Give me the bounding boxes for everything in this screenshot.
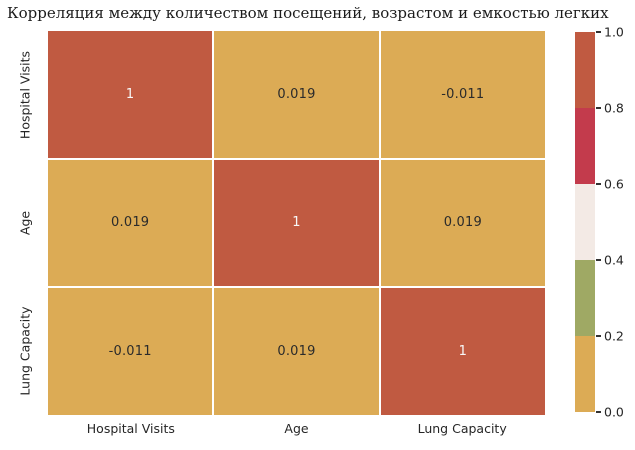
colorbar-segment	[575, 260, 595, 336]
colorbar-tick-mark	[596, 259, 601, 261]
colorbar	[575, 32, 595, 412]
cell-value: -0.011	[441, 86, 485, 102]
colorbar-tick-mark	[596, 183, 601, 185]
heatmap-cell: 0.019	[214, 288, 379, 415]
y-axis-label: Age	[17, 210, 33, 236]
heatmap-cell: 0.019	[380, 159, 545, 287]
colorbar-tick-mark	[596, 31, 601, 33]
x-axis-label: Age	[284, 421, 309, 436]
heatmap-cell: 1	[380, 288, 545, 415]
y-axis-label: Lung Capacity	[17, 306, 33, 396]
chart-title: Корреляция между количеством посещений, …	[7, 4, 609, 22]
colorbar-tick-label: 0.0	[604, 404, 624, 420]
colorbar-tick-label: 0.4	[604, 252, 624, 268]
colorbar-tick-label: 0.2	[604, 328, 624, 344]
colorbar-tick-mark	[596, 411, 601, 413]
cell-value: 1	[458, 344, 468, 360]
colorbar-tick-label: 0.8	[604, 100, 624, 116]
heatmap-cell: 1	[214, 159, 379, 287]
colorbar-tick-label: 0.6	[604, 176, 624, 192]
heatmap-cell: 0.019	[214, 31, 379, 158]
x-axis-label: Hospital Visits	[86, 421, 175, 436]
cell-value: 1	[292, 215, 301, 231]
colorbar-segment	[575, 336, 595, 412]
cell-value: 0.019	[443, 215, 482, 231]
heatmap-grid: 1 0.019 -0.011 0.019 1 0.019 -0.011 0.019 1	[48, 31, 545, 415]
colorbar-tick-mark	[596, 107, 601, 109]
colorbar-segment	[575, 184, 595, 260]
colorbar-tick-label: 1.0	[604, 24, 624, 40]
colorbar-tick-mark	[596, 335, 601, 337]
cell-value: 0.019	[277, 86, 316, 102]
heatmap-cell: 1	[48, 31, 213, 158]
cell-value: 1	[125, 86, 135, 102]
heatmap-cell: 0.019	[48, 159, 213, 287]
heatmap-cell: -0.011	[48, 288, 213, 415]
cell-value: -0.011	[108, 344, 152, 360]
y-axis-label: Hospital Visits	[17, 50, 33, 140]
cell-value: 0.019	[111, 215, 150, 231]
heatmap-cell: -0.011	[380, 31, 545, 158]
colorbar-segment	[575, 108, 595, 184]
cell-value: 0.019	[277, 344, 316, 360]
colorbar-segment	[575, 32, 595, 108]
x-axis-label: Lung Capacity	[417, 421, 507, 436]
